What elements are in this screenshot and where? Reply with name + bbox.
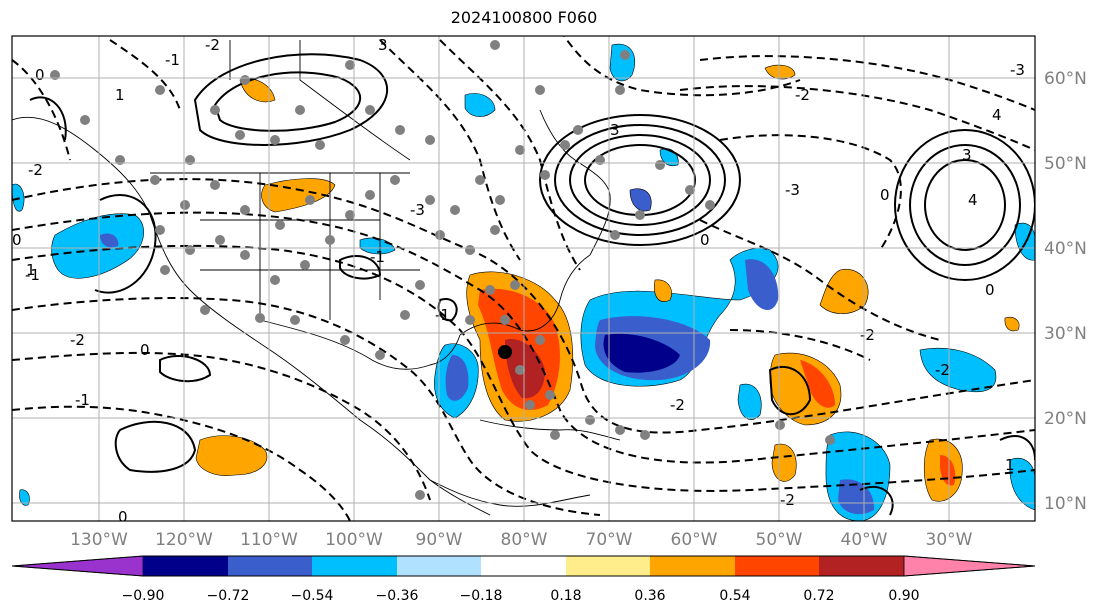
colorbar-segment-4 bbox=[397, 556, 481, 576]
contour-label: -2 bbox=[935, 361, 950, 379]
colorbar-segment-9 bbox=[819, 556, 904, 576]
contour-label: -1 bbox=[75, 391, 90, 409]
contour-label: -2 bbox=[860, 326, 875, 344]
lon-label-50w: 50°W bbox=[756, 530, 803, 550]
colorbar-segment-8 bbox=[735, 556, 819, 576]
colorbar-tick: 0.36 bbox=[634, 588, 665, 604]
colorbar-segment-0 bbox=[11, 555, 144, 577]
map-gridlines bbox=[12, 36, 1035, 521]
latitude-labels: 60°N 50°N 40°N 30°N 20°N 10°N bbox=[1044, 69, 1087, 514]
colorbar-segment-2 bbox=[228, 556, 312, 576]
anomaly-shading bbox=[12, 43, 1035, 521]
contour-label: 3 bbox=[378, 36, 388, 54]
colorbar-segment-6 bbox=[566, 556, 650, 576]
contour-label: -2 bbox=[70, 331, 85, 349]
lon-label-120w: 120°W bbox=[155, 530, 213, 550]
lon-label-40w: 40°W bbox=[841, 530, 888, 550]
colorbar-tick-labels: −0.90 −0.72 −0.54 −0.36 −0.18 0.18 0.36 … bbox=[122, 588, 920, 604]
lon-label-70w: 70°W bbox=[586, 530, 633, 550]
colorbar-tick: 0.72 bbox=[803, 588, 834, 604]
contour-label: 4 bbox=[992, 106, 1002, 124]
lon-label-80w: 80°W bbox=[501, 530, 548, 550]
map-frame bbox=[11, 35, 1036, 522]
colorbar-segment-5 bbox=[481, 556, 566, 576]
colorbar-tick: 0.54 bbox=[719, 588, 750, 604]
contour-label: -1 bbox=[370, 248, 385, 266]
colorbar-tick: −0.18 bbox=[460, 588, 503, 604]
colorbar-tick: 0.90 bbox=[888, 588, 919, 604]
colorbar-tick: −0.90 bbox=[122, 588, 165, 604]
colorbar bbox=[11, 555, 1036, 577]
lat-label-20n: 20°N bbox=[1044, 409, 1087, 429]
lat-label-60n: 60°N bbox=[1044, 69, 1087, 89]
lon-label-60w: 60°W bbox=[671, 530, 718, 550]
contour-label: -1 bbox=[25, 266, 40, 284]
contour-label: 1 bbox=[115, 86, 125, 104]
coastlines bbox=[12, 40, 621, 516]
contour-label: -2 bbox=[205, 36, 220, 54]
contour-label: 0 bbox=[35, 66, 45, 84]
map-title: 2024100800 F060 bbox=[450, 8, 598, 27]
contour-label: 0 bbox=[118, 508, 128, 526]
contour-label: -2 bbox=[28, 161, 43, 179]
longitude-labels: 130°W 120°W 110°W 100°W 90°W 80°W 70°W 6… bbox=[70, 530, 973, 550]
contour-label: 0 bbox=[12, 231, 22, 249]
lon-label-130w: 130°W bbox=[70, 530, 128, 550]
colorbar-segment-10 bbox=[903, 555, 1036, 577]
storm-center-marker bbox=[498, 345, 512, 359]
negative-contours bbox=[12, 36, 1035, 521]
colorbar-tick: −0.72 bbox=[207, 588, 250, 604]
contour-label: 3 bbox=[962, 146, 972, 164]
contour-label: -2 bbox=[795, 86, 810, 104]
colorbar-tick: −0.54 bbox=[291, 588, 334, 604]
colorbar-tick: −0.36 bbox=[376, 588, 419, 604]
lat-label-10n: 10°N bbox=[1044, 494, 1087, 514]
contour-label: -3 bbox=[410, 201, 425, 219]
contour-label: -1 bbox=[165, 51, 180, 69]
contour-label: -3 bbox=[1010, 61, 1025, 79]
contour-label: 0 bbox=[700, 231, 710, 249]
colorbar-outline bbox=[11, 555, 1036, 577]
lat-label-40n: 40°N bbox=[1044, 239, 1087, 259]
lon-label-30w: 30°W bbox=[926, 530, 973, 550]
contour-label: -3 bbox=[785, 181, 800, 199]
contour-label: 0 bbox=[985, 281, 995, 299]
contour-label: 0 bbox=[880, 186, 890, 204]
lat-label-50n: 50°N bbox=[1044, 154, 1087, 174]
contour-label: 1 bbox=[26, 261, 36, 279]
contour-label: -1 bbox=[435, 306, 450, 324]
contour-label: -2 bbox=[780, 491, 795, 509]
contour-label: 4 bbox=[968, 191, 978, 209]
contour-label: -2 bbox=[670, 396, 685, 414]
colorbar-tick: 0.18 bbox=[550, 588, 581, 604]
contour-label: 3 bbox=[610, 121, 620, 139]
lon-label-110w: 110°W bbox=[240, 530, 298, 550]
contour-label: 1 bbox=[1005, 456, 1015, 474]
colorbar-segment-3 bbox=[312, 556, 397, 576]
colorbar-segment-7 bbox=[650, 556, 735, 576]
lon-label-90w: 90°W bbox=[416, 530, 463, 550]
lat-label-30n: 30°N bbox=[1044, 324, 1087, 344]
contour-label: 0 bbox=[140, 341, 150, 359]
lon-label-100w: 100°W bbox=[325, 530, 383, 550]
colorbar-segment-1 bbox=[143, 556, 228, 576]
